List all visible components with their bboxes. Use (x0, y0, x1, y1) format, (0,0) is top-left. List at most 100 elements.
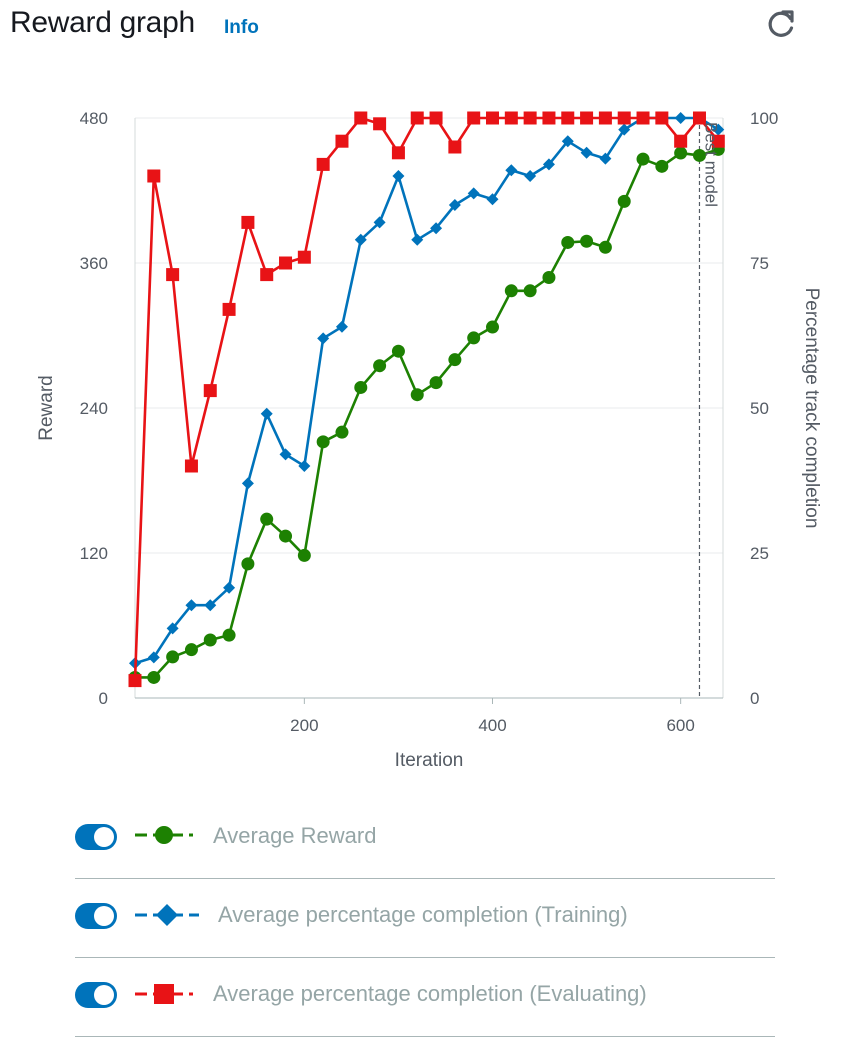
refresh-button[interactable] (762, 4, 800, 42)
legend-item-training: Average percentage completion (Training) (75, 879, 775, 958)
data-point-evaluating (711, 134, 725, 148)
data-point-reward (203, 633, 217, 647)
toggle-average-reward[interactable] (75, 824, 117, 850)
data-point-training (524, 170, 537, 182)
data-point-evaluating (598, 111, 612, 125)
y-tick-label: 120 (80, 544, 108, 563)
y-tick-label: 360 (80, 254, 108, 273)
data-point-reward (241, 557, 255, 571)
data-point-evaluating (448, 140, 462, 154)
data-point-evaluating (147, 169, 161, 183)
x-tick-label: 600 (666, 716, 694, 735)
y2-axis-title: Percentage track completion (801, 288, 822, 529)
data-point-training (712, 123, 725, 136)
data-point-evaluating (655, 111, 669, 125)
toggle-knob (94, 827, 114, 847)
data-point-reward (147, 670, 161, 684)
toggle-knob (94, 906, 114, 926)
header: Reward graph Info (0, 0, 848, 60)
data-point-training (599, 152, 612, 165)
data-point-evaluating (260, 268, 274, 282)
data-point-training (223, 581, 236, 594)
data-point-training (561, 135, 574, 148)
data-point-evaluating (241, 215, 255, 229)
data-point-evaluating (391, 146, 405, 160)
data-point-training (411, 233, 424, 246)
data-point-evaluating (410, 111, 424, 125)
data-point-training (430, 222, 443, 235)
data-point-reward (467, 331, 481, 345)
data-point-evaluating (580, 111, 594, 125)
data-point-evaluating (542, 111, 556, 125)
data-point-training (448, 199, 461, 211)
data-point-reward (222, 628, 236, 642)
y2-tick-label: 25 (750, 544, 769, 563)
data-point-training (279, 448, 292, 461)
data-point-reward (561, 235, 575, 249)
legend-label-evaluating: Average percentage completion (Evaluatin… (213, 981, 647, 1006)
refresh-icon (768, 10, 794, 37)
data-point-training (542, 158, 555, 171)
data-point-reward (655, 159, 669, 173)
data-point-reward (429, 376, 443, 390)
data-point-training (147, 651, 160, 664)
data-point-reward (373, 359, 387, 373)
data-point-reward (504, 284, 518, 298)
data-point-evaluating (486, 111, 500, 125)
data-point-evaluating (523, 111, 537, 125)
data-point-training (618, 123, 631, 136)
data-point-evaluating (316, 157, 330, 171)
data-point-reward (354, 380, 368, 394)
data-point-training (185, 599, 198, 612)
data-point-reward (598, 240, 612, 254)
data-point-reward (391, 344, 405, 358)
data-point-evaluating (203, 384, 217, 398)
data-point-evaluating (354, 111, 368, 125)
toggle-evaluating[interactable] (75, 982, 117, 1008)
data-point-evaluating (166, 268, 180, 282)
data-point-evaluating (429, 111, 443, 125)
y-axis-title: Reward (36, 375, 57, 440)
data-point-reward (297, 548, 311, 562)
data-point-reward (486, 320, 500, 334)
legend-label-average-reward: Average Reward (213, 823, 377, 848)
data-point-training (505, 164, 518, 177)
y2-tick-label: 100 (750, 109, 778, 128)
blue-diamond-line-icon (135, 904, 199, 926)
x-tick-label: 400 (478, 716, 506, 735)
data-point-evaluating (297, 250, 311, 264)
toggle-knob (94, 985, 114, 1005)
legend: Average Reward Average percentage comple… (75, 800, 775, 1037)
data-point-reward (166, 650, 180, 664)
data-point-training (467, 187, 480, 200)
series-line-0 (135, 148, 719, 679)
data-point-reward (674, 146, 688, 160)
data-point-training (260, 407, 273, 420)
data-point-reward (448, 353, 462, 367)
y-tick-label: 0 (99, 689, 108, 708)
data-point-evaluating (504, 111, 518, 125)
y2-tick-label: 0 (750, 689, 759, 708)
data-point-training (354, 233, 367, 246)
data-point-training (486, 193, 499, 206)
data-point-reward (260, 512, 274, 526)
data-point-evaluating (128, 674, 142, 688)
data-point-training (317, 332, 330, 345)
info-link[interactable]: Info (224, 17, 259, 38)
toggle-training[interactable] (75, 903, 117, 929)
data-point-reward (335, 425, 349, 439)
data-point-reward (410, 388, 424, 402)
y2-tick-label: 75 (750, 254, 769, 273)
data-point-evaluating (184, 459, 198, 473)
data-point-evaluating (674, 134, 688, 148)
data-point-training (166, 622, 179, 635)
data-point-evaluating (335, 134, 349, 148)
legend-label-training: Average percentage completion (Training) (218, 902, 628, 927)
data-point-reward (617, 194, 631, 208)
data-point-evaluating (222, 302, 236, 316)
data-point-evaluating (467, 111, 481, 125)
series-line-2 (133, 116, 720, 681)
y2-tick-label: 50 (750, 399, 769, 418)
data-point-evaluating (373, 117, 387, 131)
data-point-reward (580, 234, 594, 248)
